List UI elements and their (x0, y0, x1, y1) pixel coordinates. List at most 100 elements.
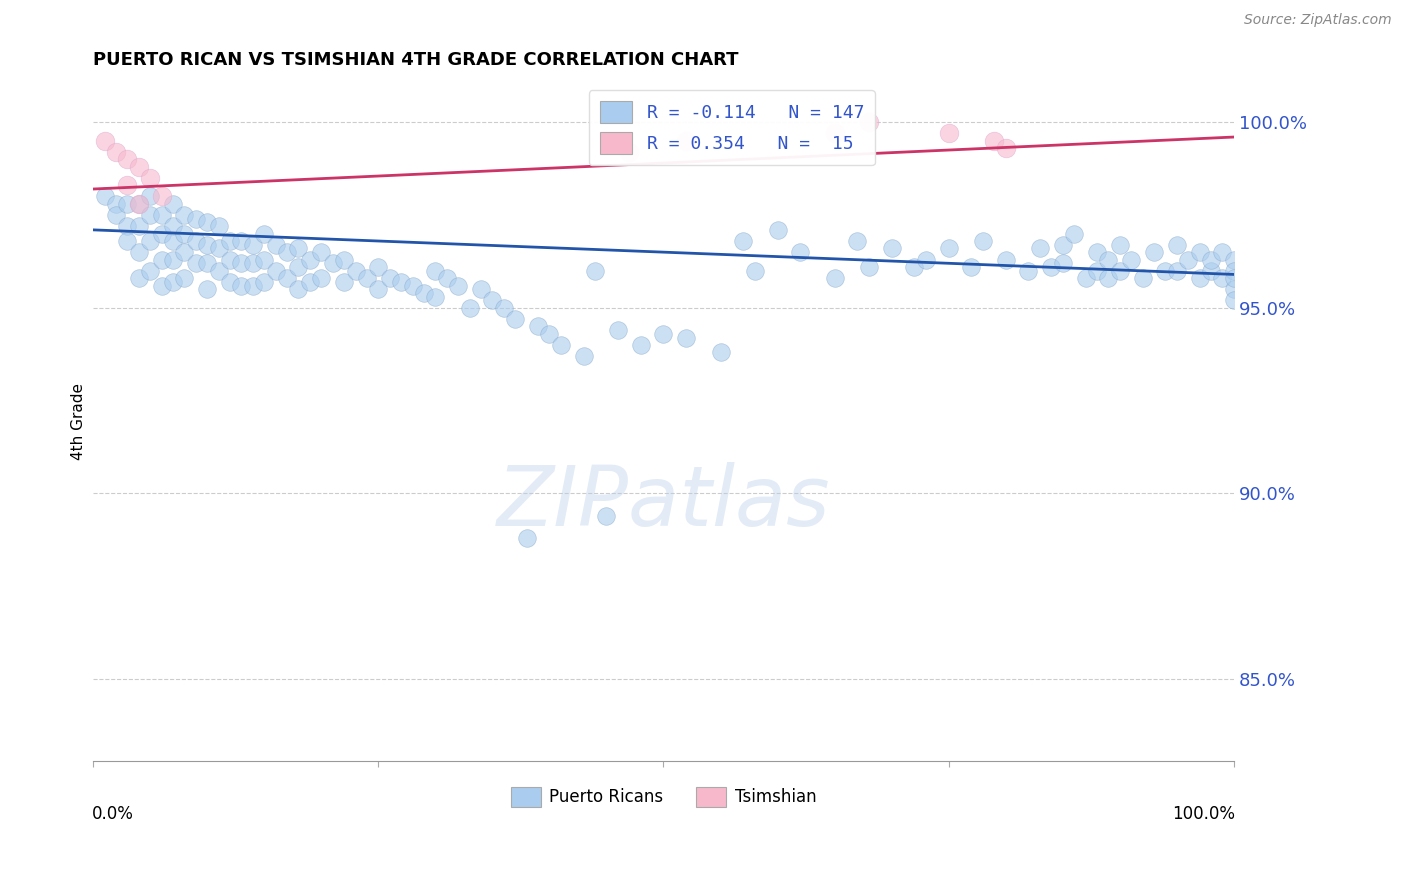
Point (264, 237, 287, 252)
Point (322, 256, 344, 270)
Point (1085, 245, 1108, 260)
Point (173, 208, 195, 222)
Point (425, 290, 447, 304)
Point (264, 263, 287, 277)
Point (914, 252, 936, 267)
Point (184, 211, 207, 226)
Point (606, 323, 628, 337)
Point (983, 134, 1005, 148)
Point (1177, 252, 1199, 267)
Point (298, 252, 321, 267)
Point (1132, 271, 1154, 285)
Point (333, 275, 356, 289)
Point (458, 301, 481, 315)
Point (128, 197, 150, 211)
Point (516, 531, 538, 545)
Point (208, 219, 231, 234)
Point (938, 126, 960, 140)
Point (242, 256, 264, 270)
Point (1017, 263, 1039, 277)
Text: PUERTO RICAN VS TSIMSHIAN 4TH GRADE CORRELATION CHART: PUERTO RICAN VS TSIMSHIAN 4TH GRADE CORR… (93, 51, 738, 69)
Point (1097, 271, 1119, 285)
Point (287, 282, 309, 296)
Point (1166, 237, 1188, 252)
Point (994, 141, 1017, 155)
Point (550, 338, 572, 352)
Point (253, 275, 276, 289)
Point (1063, 227, 1085, 241)
Point (128, 160, 150, 174)
Point (503, 312, 526, 326)
Y-axis label: 4th Grade: 4th Grade (72, 383, 86, 459)
Point (1097, 252, 1119, 267)
Point (572, 349, 595, 363)
Point (436, 271, 458, 285)
Point (253, 252, 276, 267)
Point (858, 115, 880, 129)
Point (378, 271, 401, 285)
Point (139, 189, 162, 203)
Point (117, 219, 139, 234)
Point (675, 134, 697, 148)
Point (595, 508, 617, 523)
Point (1188, 271, 1211, 285)
Point (413, 285, 436, 300)
Point (311, 271, 333, 285)
Point (311, 245, 333, 260)
Point (219, 234, 242, 248)
Point (481, 293, 503, 308)
Point (401, 278, 423, 293)
Point (1211, 271, 1233, 285)
Point (150, 189, 173, 203)
Point (425, 263, 447, 277)
Point (231, 234, 253, 248)
Point (298, 275, 321, 289)
Point (173, 271, 195, 285)
Point (1166, 263, 1188, 277)
Point (1074, 271, 1097, 285)
Point (333, 252, 356, 267)
Point (1223, 282, 1246, 296)
Point (1029, 242, 1052, 256)
Point (139, 170, 162, 185)
Point (162, 275, 184, 289)
Point (184, 256, 207, 270)
Point (208, 242, 231, 256)
Point (789, 245, 811, 260)
Point (1040, 260, 1063, 274)
Legend: Puerto Ricans, Tsimshian: Puerto Ricans, Tsimshian (503, 780, 823, 814)
Point (1211, 245, 1233, 260)
Point (150, 278, 173, 293)
Point (287, 242, 309, 256)
Point (1223, 293, 1246, 308)
Point (1052, 256, 1074, 270)
Point (117, 178, 139, 193)
Point (162, 197, 184, 211)
Point (219, 275, 242, 289)
Point (1188, 245, 1211, 260)
Point (1223, 271, 1246, 285)
Point (150, 227, 173, 241)
Point (619, 145, 641, 159)
Point (105, 208, 128, 222)
Point (1199, 252, 1222, 267)
Text: 0.0%: 0.0% (91, 805, 134, 823)
Point (1119, 252, 1142, 267)
Point (960, 260, 983, 274)
Point (903, 260, 925, 274)
Point (276, 245, 298, 260)
Point (1108, 237, 1130, 252)
Point (208, 263, 231, 277)
Point (824, 271, 846, 285)
Point (938, 242, 960, 256)
Point (139, 208, 162, 222)
Point (117, 153, 139, 167)
Text: ZIPatlas: ZIPatlas (496, 462, 831, 543)
Point (195, 215, 218, 229)
Point (972, 234, 994, 248)
Point (824, 126, 846, 140)
Point (139, 263, 162, 277)
Point (1199, 263, 1222, 277)
Point (344, 263, 367, 277)
Point (242, 278, 264, 293)
